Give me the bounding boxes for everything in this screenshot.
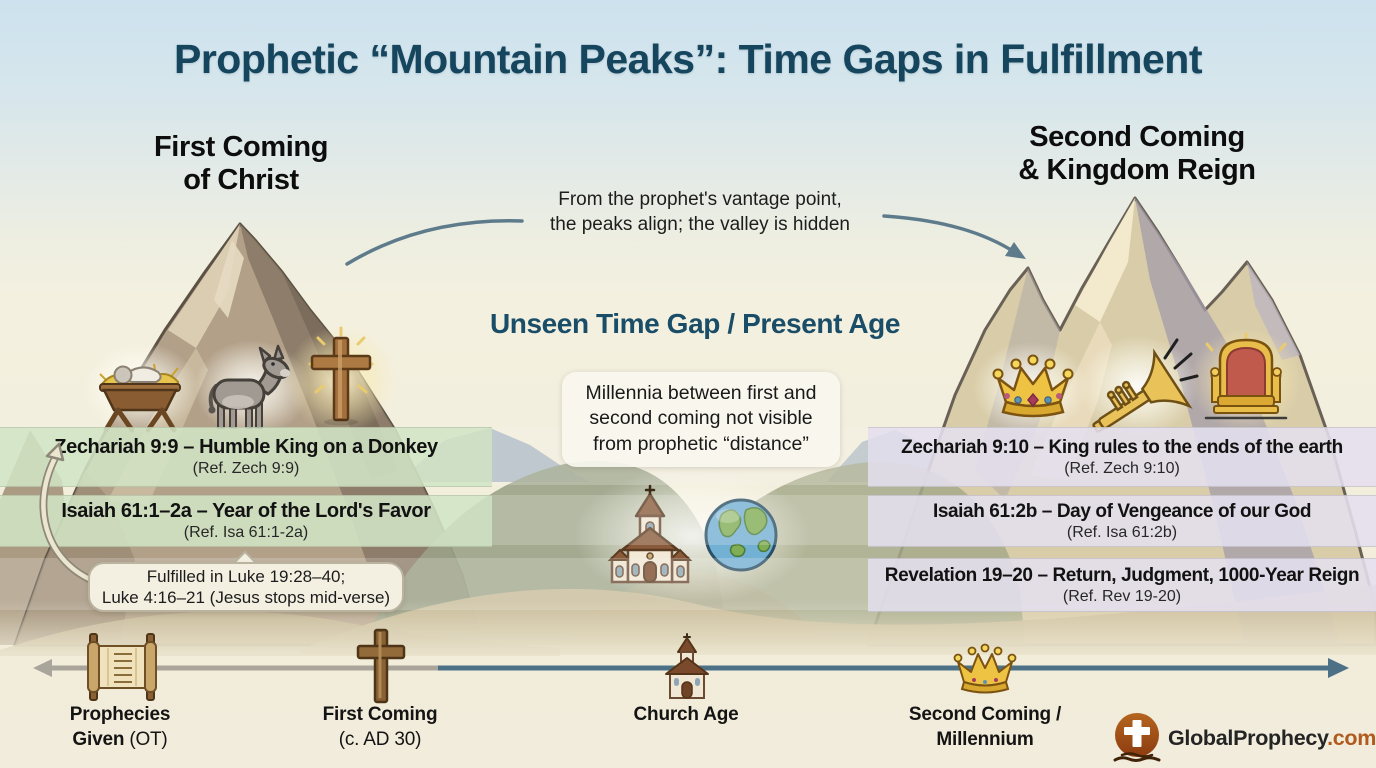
- timeline-label-second-coming: Second Coming / Millennium: [880, 703, 1090, 752]
- prophecy-band-zechariah-9-10: Zechariah 9:10 – King rules to the ends …: [868, 427, 1376, 487]
- prophecy-band-revelation-19-20: Revelation 19–20 – Return, Judgment, 100…: [868, 558, 1376, 612]
- cross-icon: [356, 628, 406, 704]
- gap-note-line3: from prophetic “distance”: [593, 432, 809, 455]
- crown-icon: [992, 354, 1074, 418]
- vantage-note-line1: From the prophet's vantage point,: [558, 189, 842, 210]
- prophecy-band-isaiah-61-2b: Isaiah 61:2b – Day of Vengeance of our G…: [868, 495, 1376, 547]
- right-peak-heading-line2: & Kingdom Reign: [1018, 153, 1256, 186]
- gap-note-line1: Millennia between first and: [585, 382, 817, 404]
- timeline-label-line1: Prophecies: [69, 704, 171, 725]
- church-icon: [607, 484, 693, 584]
- glowing-cross-icon: [308, 326, 374, 426]
- vantage-point-note: From the prophet's vantage point, the pe…: [505, 188, 895, 237]
- timeline-label-church-age: Church Age: [606, 703, 766, 728]
- left-peak-heading: First Coming of Christ: [96, 131, 386, 197]
- gap-heading: Unseen Time Gap / Present Age: [489, 308, 901, 339]
- band-ref: (Ref. Isa 61:2b): [1066, 523, 1178, 541]
- timeline-label-line2: (c. AD 30): [338, 728, 422, 750]
- right-peak-heading: Second Coming & Kingdom Reign: [983, 121, 1291, 187]
- church-icon-small: [665, 633, 709, 699]
- manger-icon: [99, 363, 181, 433]
- left-peak-heading-line1: First Coming: [153, 131, 329, 163]
- band-ref: (Ref. Isa 61:1-2a): [183, 524, 309, 541]
- trumpet-icon: [1092, 348, 1193, 433]
- prophecy-band-zechariah-9-9: Zechariah 9:9 – Humble King on a Donkey …: [0, 427, 492, 487]
- fulfillment-callout: Fulfilled in Luke 19:28–40; Luke 4:16–21…: [88, 562, 404, 612]
- gap-note-line2: second coming not visible: [589, 407, 813, 430]
- band-title: Isaiah 61:2b – Day of Vengeance of our G…: [932, 500, 1312, 522]
- brand-name: GlobalProphecy.com: [1168, 725, 1376, 750]
- gap-note-box: Millennia between first and second comin…: [562, 372, 840, 468]
- donkey-icon: [208, 344, 290, 429]
- band-ref: (Ref. Rev 19-20): [1062, 587, 1182, 605]
- band-title: Zechariah 9:9 – Humble King on a Donkey: [54, 436, 438, 458]
- timeline-label-line1: First Coming: [322, 704, 438, 725]
- brand-logo: GlobalProphecy.com: [1112, 711, 1376, 765]
- callout-line2: Luke 4:16–21 (Jesus stops mid-verse): [101, 588, 391, 607]
- scroll-icon: [87, 633, 157, 701]
- timeline-label-line2: Given (OT): [72, 728, 168, 750]
- brand-cross-sun-icon: [1113, 713, 1161, 762]
- vantage-note-line2: the peaks align; the valley is hidden: [550, 213, 850, 235]
- globe-icon: [704, 498, 778, 572]
- timeline-label-first-coming: First Coming (c. AD 30): [300, 703, 460, 752]
- timeline-label-line1: Second Coming /: [908, 704, 1062, 725]
- throne-icon: [1204, 332, 1288, 420]
- crown-icon-small: [953, 643, 1017, 694]
- callout-line1: Fulfilled in Luke 19:28–40;: [146, 566, 346, 586]
- peaks-align-arrow: [345, 214, 1026, 266]
- trumpet-sound-lines: [1163, 338, 1199, 382]
- callout-arrow: [39, 442, 106, 588]
- band-ref: (Ref. Zech 9:9): [192, 460, 300, 477]
- right-peak-heading-line1: Second Coming: [1029, 121, 1245, 153]
- band-ref: (Ref. Zech 9:10): [1064, 459, 1180, 477]
- band-title: Isaiah 61:1–2a – Year of the Lord's Favo…: [61, 500, 431, 522]
- timeline-label-line1: Church Age: [633, 704, 739, 725]
- band-title: Zechariah 9:10 – King rules to the ends …: [901, 436, 1343, 458]
- band-title: Revelation 19–20 – Return, Judgment, 100…: [884, 564, 1360, 586]
- prophecy-band-isaiah-61-1-2a: Isaiah 61:1–2a – Year of the Lord's Favo…: [0, 495, 492, 547]
- timeline-label-line2: Millennium: [936, 728, 1034, 750]
- page-title: Prophetic “Mountain Peaks”: Time Gaps in…: [173, 36, 1203, 82]
- left-peak-heading-line2: of Christ: [183, 163, 299, 196]
- timeline-label-prophecies-given: Prophecies Given (OT): [40, 703, 200, 752]
